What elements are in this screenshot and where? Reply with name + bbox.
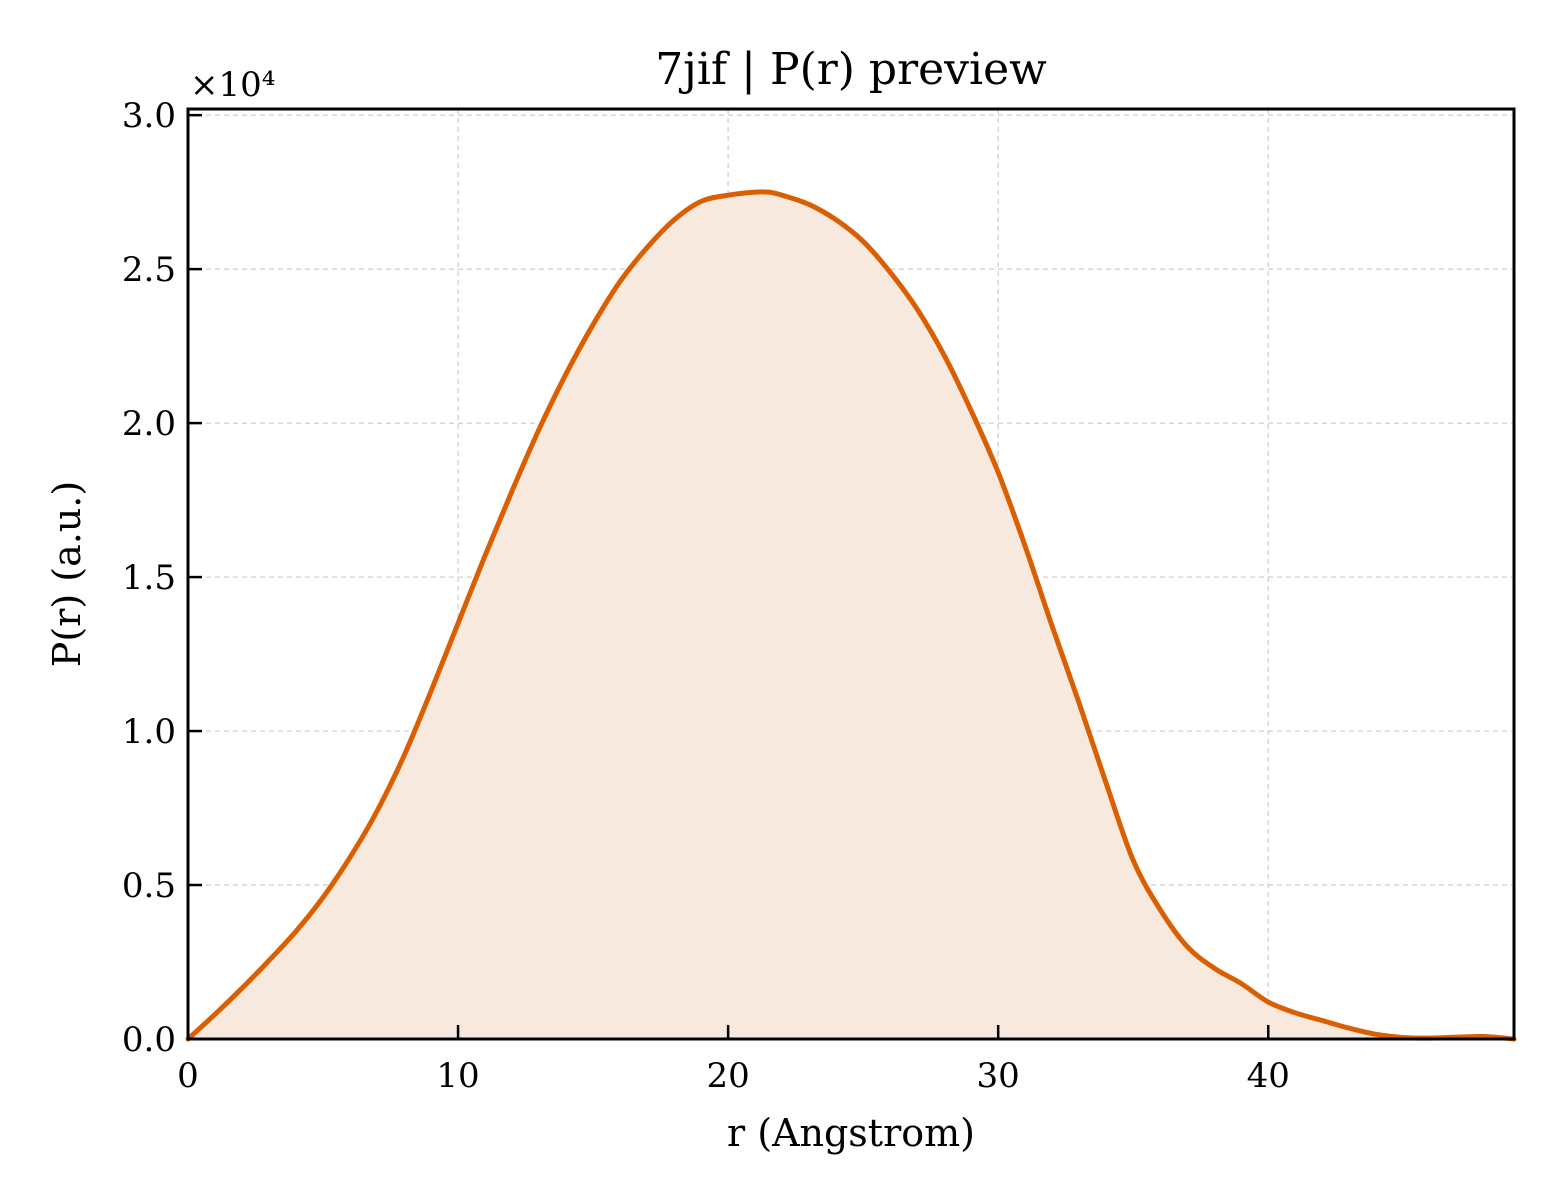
y-tick-label: 3.0	[122, 96, 176, 136]
y-tick-label: 1.5	[122, 558, 176, 598]
y-tick-label: 2.5	[122, 250, 176, 290]
x-tick-label: 10	[436, 1056, 479, 1096]
pr-curve-line	[185, 189, 1517, 1042]
x-axis-label: r (Angstrom)	[727, 1111, 975, 1155]
y-tick-label: 0.0	[122, 1020, 176, 1060]
y-tick-label: 1.0	[122, 712, 176, 752]
axis-ticks: 0 10 20 30 40 0.0 0.5 1.0 1.5 2.0 2.5 3.0	[122, 96, 1290, 1096]
y-axis-multiplier: ×10⁴	[190, 65, 275, 105]
x-tick-label: 20	[706, 1056, 749, 1096]
pr-area-fill	[188, 191, 1514, 1039]
x-tick-label: 30	[977, 1056, 1020, 1096]
y-axis-label: P(r) (a.u.)	[45, 481, 89, 667]
y-tick-label: 2.0	[122, 404, 176, 444]
x-tick-label: 0	[177, 1056, 199, 1096]
x-tick-label: 40	[1247, 1056, 1290, 1096]
chart-title: 7jif | P(r) preview	[655, 44, 1047, 95]
plot-frame	[186, 107, 1516, 1041]
y-tick-label: 0.5	[122, 866, 176, 906]
